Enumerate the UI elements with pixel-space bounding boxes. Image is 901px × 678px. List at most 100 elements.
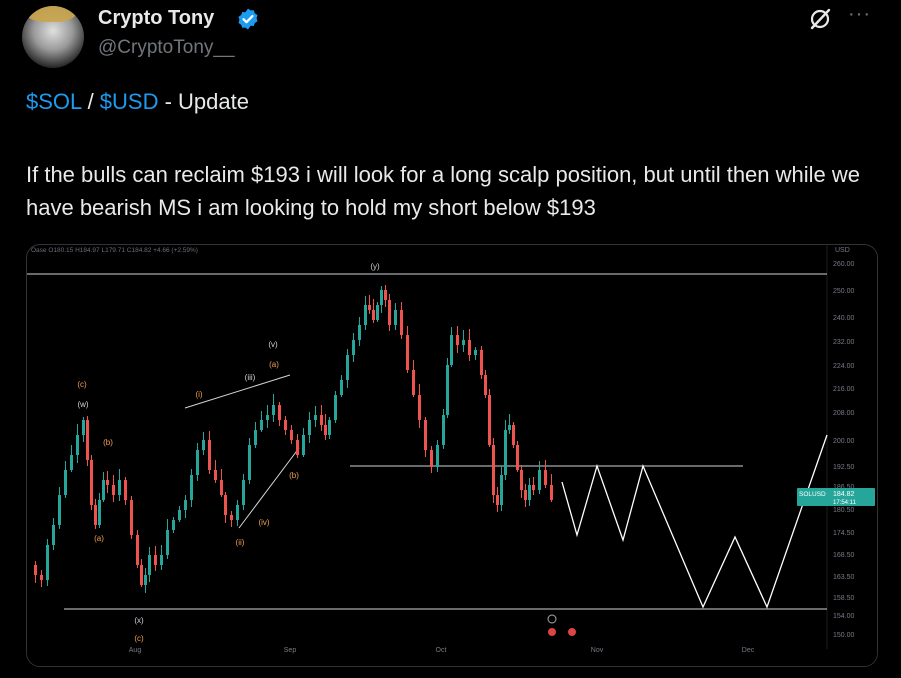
candle-body [384, 290, 387, 300]
candle-body [450, 335, 453, 365]
candle-body [334, 395, 337, 420]
wave-label: (y) [370, 262, 380, 271]
wave-label: (c) [77, 380, 87, 389]
candle-body [524, 490, 527, 500]
tweet-body: If the bulls can reclaim $193 i will loo… [26, 162, 861, 220]
tweet-first-line: $SOL / $USD - Update [26, 89, 249, 115]
candle-body [284, 420, 287, 430]
candle-body [484, 375, 487, 395]
candle-body [90, 460, 93, 505]
candle-body [34, 565, 37, 575]
verified-badge-icon [238, 8, 258, 30]
candle-body [550, 485, 553, 500]
price-axis-title: USD [835, 247, 850, 254]
candle-body [136, 535, 139, 565]
wave-label: (i) [195, 390, 202, 399]
wave-label: (b) [289, 471, 299, 480]
x-tick-label: Sep [284, 647, 297, 654]
candle-body [76, 435, 79, 455]
x-tick-label: Nov [591, 647, 604, 654]
candle-body [272, 405, 275, 415]
candle-body [380, 290, 383, 305]
candle-body [520, 470, 523, 490]
candle-body [352, 340, 355, 355]
candle-body [184, 500, 187, 510]
wave-label: (iii) [245, 373, 256, 382]
candle-body [130, 500, 133, 535]
candle-body [346, 355, 349, 380]
wave-label: (x) [134, 616, 144, 625]
candle-body [492, 445, 495, 495]
wave-label: (w) [77, 400, 88, 409]
candle-body [82, 420, 85, 435]
candle-body [140, 565, 143, 585]
ticker-link-usd[interactable]: $USD [99, 89, 159, 114]
candle-body [172, 520, 175, 530]
wedge-lower [238, 447, 300, 529]
candle-body [52, 525, 55, 545]
candle-body [154, 555, 157, 565]
candle-body [508, 425, 511, 430]
candle-body [406, 335, 409, 370]
author-name[interactable]: Crypto Tony [98, 7, 215, 29]
candle-body [388, 300, 391, 325]
candle-body [468, 340, 471, 355]
projection-path [561, 434, 828, 609]
candle-body [308, 420, 311, 435]
price-tag-bg [797, 488, 875, 506]
candle-body [436, 445, 439, 467]
candle-body [504, 430, 507, 475]
flag-icon [548, 628, 556, 636]
flag-icon [568, 628, 576, 636]
grok-icon[interactable] [807, 6, 833, 32]
wave-label: (a) [94, 534, 104, 543]
candle-body [178, 510, 181, 520]
author-handle[interactable]: @CryptoTony__ [98, 37, 235, 58]
wave-label: (iv) [258, 518, 269, 527]
candle-body [166, 530, 169, 555]
y-tick-label: 240.00 [833, 315, 855, 322]
ticker-link-sol[interactable]: $SOL [26, 89, 82, 114]
x-tick-label: Dec [742, 647, 755, 654]
x-tick-label: Oct [436, 647, 447, 654]
ticker-separator: / [81, 89, 100, 114]
wave-label: (v) [268, 340, 278, 349]
wedge-upper [184, 374, 291, 409]
candle-body [516, 445, 519, 470]
candle-body [358, 325, 361, 340]
candle-body [320, 415, 323, 425]
candle-body [214, 470, 217, 480]
candle-body [208, 440, 211, 470]
candle-body [296, 440, 299, 455]
avatar[interactable] [22, 6, 84, 68]
candle-body [394, 310, 397, 325]
candle-body [324, 425, 327, 435]
candle-body [480, 350, 483, 375]
candle-body [98, 500, 101, 525]
candle-body [144, 575, 147, 585]
candle-body [544, 470, 547, 485]
candle-body [462, 340, 465, 345]
price-axis-bg [827, 245, 877, 666]
candle-body [412, 370, 415, 395]
y-tick-label: 150.00 [833, 632, 855, 639]
candle-body [118, 480, 121, 495]
y-tick-label: 260.00 [833, 261, 855, 268]
price-tag-symbol: SOLUSD [799, 491, 826, 498]
candle-body [376, 305, 379, 320]
candle-body [64, 470, 67, 495]
more-icon[interactable]: ··· [848, 3, 871, 25]
y-tick-label: 208.00 [833, 410, 855, 417]
candle-body [496, 495, 499, 505]
candle-body [302, 435, 305, 455]
candle-body [58, 495, 61, 525]
candle-body [160, 555, 163, 565]
candle-body [148, 555, 151, 575]
candle-body [500, 475, 503, 505]
candle-body [328, 420, 331, 435]
candle-body [106, 480, 109, 485]
chart-image[interactable]: USD 260.00 250.00 240.00 232.00 224.00 216.00 2… [26, 244, 878, 667]
candle-body [102, 480, 105, 500]
candle-body [248, 445, 251, 480]
candle-body [528, 485, 531, 500]
